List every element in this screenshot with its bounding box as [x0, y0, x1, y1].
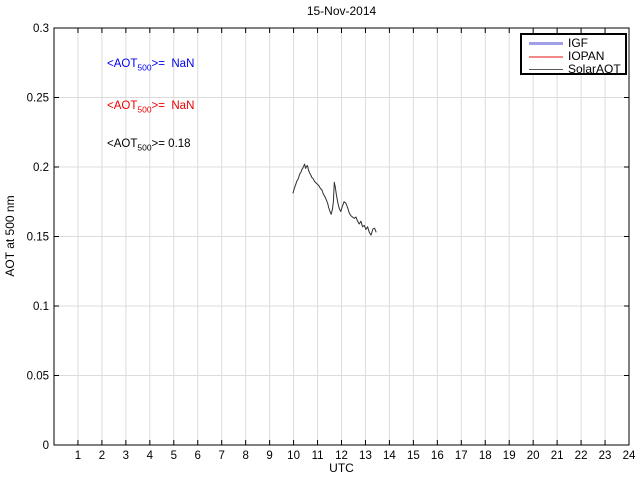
x-tick-label: 18: [479, 450, 492, 462]
legend-line-sample-solaraot: [529, 69, 563, 70]
y-tick-label: 0.05: [27, 371, 49, 383]
legend-label: SolarAOT: [568, 62, 621, 76]
annotation-subscript: 500: [137, 104, 152, 115]
x-tick-label: 2: [99, 450, 105, 462]
legend-box: IGF IOPAN SolarAOT: [520, 33, 627, 76]
x-tick-label: 16: [431, 450, 444, 462]
x-tick-label: 11: [312, 450, 324, 462]
x-tick-label: 13: [359, 450, 372, 462]
x-tick-label: 23: [599, 450, 612, 462]
x-tick-label: 12: [335, 450, 348, 462]
x-tick-label: 19: [503, 450, 516, 462]
mean-aot-annotation-iopan: <AOT500>= NaN: [107, 99, 194, 114]
x-tick-label: 10: [287, 450, 300, 462]
legend-line-sample-igf: [529, 42, 563, 45]
annotation-value: >= 0.18: [151, 138, 191, 150]
x-tick-label: 21: [551, 450, 564, 462]
x-tick-label: 1: [75, 450, 81, 462]
x-tick-label: 7: [219, 450, 225, 462]
x-tick-label: 4: [147, 450, 154, 462]
legend-label: IOPAN: [568, 49, 605, 63]
x-tick-label: 17: [455, 450, 468, 462]
x-tick-label: 15: [407, 450, 420, 462]
x-tick-label: 5: [171, 450, 177, 462]
mean-aot-annotation-solaraot: <AOT500>= 0.18: [107, 137, 191, 152]
annotation-text: <AOT: [107, 138, 138, 150]
x-tick-label: 24: [623, 450, 636, 462]
y-tick-label: 0.1: [33, 301, 49, 313]
mean-aot-annotation-igf: <AOT500>= NaN: [107, 57, 194, 72]
y-tick-label: 0.15: [27, 232, 49, 244]
x-tick-label: 6: [195, 450, 201, 462]
y-tick-label: 0.25: [27, 93, 49, 105]
annotation-subscript: 500: [137, 142, 152, 153]
legend-label: IGF: [568, 36, 588, 50]
y-tick-label: 0.3: [33, 23, 49, 35]
annotation-value: >= NaN: [151, 100, 195, 112]
annotation-text: <AOT: [107, 58, 138, 70]
annotation-value: >= NaN: [151, 58, 195, 70]
x-tick-label: 20: [527, 450, 540, 462]
legend-entry-iopan: IOPAN: [522, 50, 625, 63]
x-tick-label: 8: [242, 450, 248, 462]
legend-line-sample-iopan: [529, 55, 563, 58]
y-tick-label: 0: [43, 440, 49, 452]
legend-entry-solaraot: SolarAOT: [522, 63, 625, 76]
x-axis-label: UTC: [329, 461, 354, 475]
legend-entry-igf: IGF: [522, 37, 625, 50]
y-axis-label: AOT at 500 nm: [3, 195, 17, 277]
series-solaraot: [292, 163, 377, 236]
annotation-text: <AOT: [107, 100, 138, 112]
x-tick-label: 9: [266, 450, 272, 462]
x-tick-label: 14: [383, 450, 396, 462]
annotation-subscript: 500: [137, 62, 152, 73]
plot-title: 15-Nov-2014: [306, 4, 377, 18]
x-tick-label: 22: [575, 450, 588, 462]
x-tick-label: 3: [123, 450, 129, 462]
y-tick-label: 0.2: [33, 162, 49, 174]
